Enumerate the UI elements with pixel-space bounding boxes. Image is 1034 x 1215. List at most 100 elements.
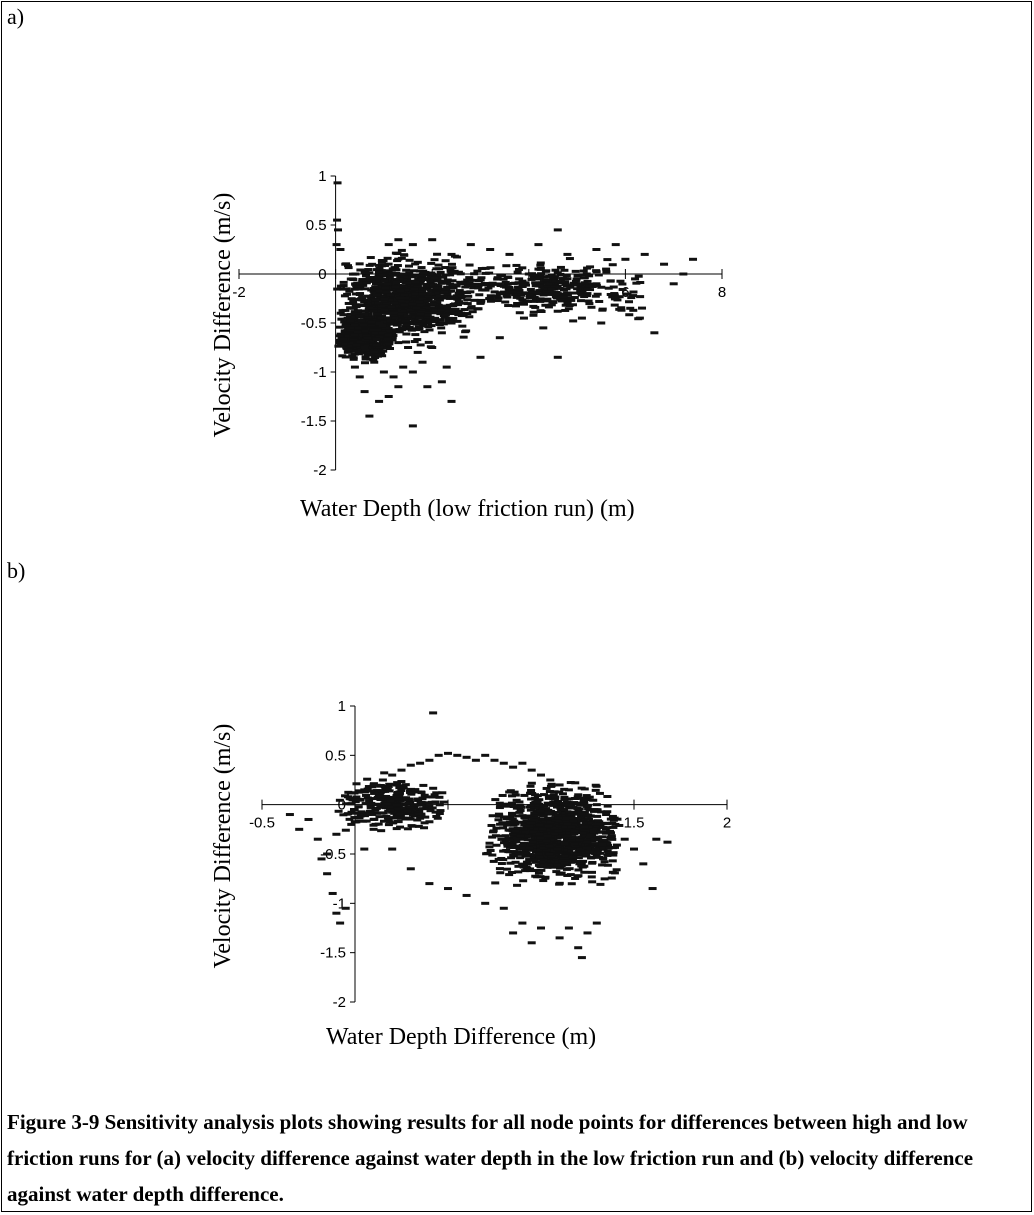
scatter-point (372, 293, 381, 297)
scatter-point (427, 324, 436, 328)
y-tick-label: 1 (338, 698, 346, 715)
scatter-point (509, 931, 518, 935)
scatter-point (492, 843, 501, 847)
scatter-point (519, 846, 528, 850)
scatter-point (517, 805, 526, 809)
scatter-point (378, 331, 387, 335)
scatter-point (368, 315, 377, 319)
scatter-point (517, 830, 526, 834)
scatter-point (562, 849, 571, 853)
scatter-point (416, 312, 425, 316)
scatter-point (392, 290, 401, 294)
scatter-point (333, 287, 342, 291)
scatter-point (526, 821, 535, 825)
scatter-point (555, 882, 564, 886)
scatter-point (577, 846, 586, 850)
scatter-point (489, 829, 498, 833)
scatter-point (409, 312, 418, 316)
scatter-point (563, 293, 572, 297)
scatter-point (499, 761, 508, 765)
scatter-point (582, 272, 591, 276)
scatter-point (536, 848, 545, 852)
scatter-point (337, 317, 346, 321)
scatter-point (542, 289, 551, 293)
scatter-point (345, 315, 354, 319)
scatter-point (384, 329, 393, 333)
scatter-point (399, 785, 408, 789)
scatter-point (521, 852, 530, 856)
scatter-point (414, 303, 423, 307)
scatter-point (404, 346, 413, 349)
scatter-point (431, 810, 440, 814)
scatter-point (558, 277, 567, 281)
scatter-point (425, 328, 434, 332)
scatter-point (382, 794, 391, 798)
scatter-point (544, 305, 553, 309)
scatter-point (457, 294, 466, 298)
scatter-point (376, 798, 385, 802)
scatter-point (562, 274, 571, 278)
scatter-point (536, 299, 545, 303)
scatter-point (603, 810, 612, 814)
scatter-point (583, 292, 592, 296)
scatter-point (336, 921, 345, 925)
scatter-point (408, 328, 417, 332)
scatter-point (534, 267, 543, 271)
scatter-point (351, 798, 359, 802)
scatter-point (600, 877, 609, 881)
scatter-point (350, 808, 359, 812)
scatter-point (396, 318, 405, 322)
scatter-point (393, 264, 402, 268)
scatter-point (406, 867, 415, 871)
scatter-point (353, 330, 362, 334)
scatter-point (625, 300, 634, 304)
scatter-point (370, 350, 379, 354)
scatter-point (415, 300, 424, 304)
scatter-point (569, 856, 578, 860)
scatter-point (553, 228, 562, 232)
scatter-point (608, 295, 617, 299)
scatter-point (435, 294, 444, 298)
scatter-point (417, 277, 426, 281)
scatter-point (493, 299, 502, 303)
scatter-point (540, 793, 549, 797)
scatter-point (380, 771, 389, 775)
scatter-point (417, 308, 426, 312)
y-tick-label: -0.5 (301, 315, 327, 332)
scatter-point (443, 292, 452, 296)
scatter-point (368, 262, 377, 266)
scatter-point (387, 305, 396, 309)
scatter-point (439, 275, 448, 279)
scatter-point (571, 279, 580, 283)
scatter-point (440, 800, 449, 804)
scatter-point (409, 310, 418, 314)
scatter-point (341, 828, 350, 832)
scatter-point (384, 269, 393, 273)
scatter-point (353, 304, 362, 308)
scatter-point (573, 283, 582, 287)
scatter-point (497, 862, 506, 866)
scatter-point (584, 807, 593, 811)
scatter-point (513, 270, 522, 274)
scatter-point (344, 790, 353, 794)
scatter-point (353, 287, 362, 291)
scatter-point (503, 823, 512, 827)
scatter-point (507, 801, 516, 805)
scatter-point (561, 825, 570, 829)
scatter-point (574, 874, 583, 878)
scatter-point (426, 292, 435, 296)
scatter-point (378, 273, 387, 277)
scatter-point (535, 289, 544, 293)
scatter-point (418, 290, 427, 294)
scatter-point (546, 838, 555, 842)
scatter-point (522, 819, 531, 823)
scatter-point (620, 837, 629, 841)
scatter-point (511, 850, 520, 854)
scatter-point (589, 830, 598, 834)
scatter-point (369, 309, 378, 313)
scatter-point (413, 818, 422, 822)
scatter-point (518, 862, 527, 866)
scatter-point (537, 773, 545, 777)
scatter-point (570, 829, 579, 833)
scatter-point (339, 280, 348, 284)
